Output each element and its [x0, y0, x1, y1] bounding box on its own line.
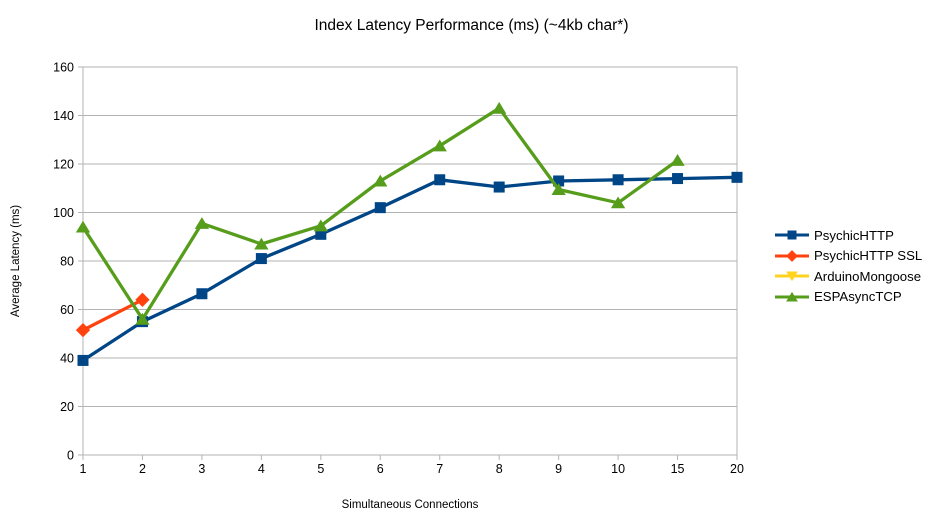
data-point-marker: [553, 175, 565, 187]
data-point-marker: [313, 219, 328, 232]
y-tick-label: 80: [60, 254, 74, 268]
data-point-marker: [551, 183, 566, 195]
x-tick-label: 3: [198, 462, 205, 476]
y-tick-label: 60: [60, 303, 74, 317]
legend-marker-shape: [786, 271, 798, 282]
legend-marker-triangle-up-icon: [775, 291, 809, 302]
x-tick-label: 5: [317, 462, 324, 476]
chart-title: Index Latency Performance (ms) (~4kb cha…: [314, 17, 629, 34]
data-point-marker: [731, 171, 743, 183]
data-point-marker: [493, 181, 505, 193]
plot-border: [82, 66, 738, 456]
y-tick-label: 0: [67, 448, 74, 462]
data-point-marker: [254, 237, 269, 250]
legend-marker-shape: [786, 249, 798, 262]
x-tick-label: 8: [496, 462, 503, 476]
x-tick-label: 20: [730, 462, 744, 476]
data-point-marker: [434, 174, 446, 186]
y-tick-label: 160: [53, 60, 74, 74]
data-point-marker: [77, 354, 89, 366]
x-tick-label: 15: [671, 462, 685, 476]
y-tick-label: 120: [53, 157, 74, 171]
legend-label: PsychicHTTP SSL: [814, 248, 923, 264]
x-tick-label: 2: [139, 462, 146, 476]
legend-marker-shape: [786, 291, 798, 302]
legend-marker-shape: [787, 230, 797, 240]
data-point-marker: [194, 217, 210, 229]
x-axis-title: Simultaneous Connections: [341, 499, 479, 511]
x-tick-label: 4: [258, 462, 265, 476]
x-tick-label: 10: [611, 462, 625, 476]
series-line-espasynctcp: [81, 106, 679, 321]
x-tick-label: 7: [436, 462, 443, 476]
x-tick-label: 9: [555, 462, 562, 476]
data-point-marker: [492, 101, 507, 114]
data-point-marker: [373, 174, 388, 187]
data-point-marker: [196, 288, 208, 300]
legend-marker-diamond-icon: [775, 249, 809, 262]
data-point-marker: [255, 253, 267, 265]
data-point-marker: [135, 292, 150, 307]
legend-item-psychichttp-ssl: PsychicHTTP SSL: [775, 246, 922, 267]
legend-label: ArduinoMongoose: [814, 268, 922, 284]
x-tick-label: 6: [377, 462, 384, 476]
data-point-marker: [610, 196, 626, 209]
legend-item-espasynctcp: ESPAsyncTCP: [775, 287, 922, 308]
data-point-marker: [315, 228, 327, 240]
x-tick-label: 1: [80, 462, 87, 476]
y-tick-label: 100: [53, 206, 74, 220]
data-point-marker: [612, 174, 624, 186]
data-point-marker: [672, 173, 684, 185]
legend: PsychicHTTP PsychicHTTP SSL ArduinoMongo…: [775, 225, 922, 307]
data-point-marker: [75, 322, 91, 338]
data-point-marker: [432, 139, 447, 152]
y-tick-label: 20: [60, 400, 74, 414]
y-tick-label: 40: [60, 351, 74, 365]
series-line-psychichttp: [82, 175, 738, 362]
legend-label: PsychicHTTP: [814, 227, 894, 243]
y-tick-label: 140: [53, 109, 74, 123]
data-point-marker: [374, 202, 386, 214]
legend-item-psychichttp: PsychicHTTP: [775, 225, 922, 246]
data-point-marker: [135, 312, 150, 325]
legend-item-arduinomongoose: ArduinoMongoose: [775, 266, 922, 287]
legend-marker-triangle-down-icon: [775, 271, 809, 282]
legend-label: ESPAsyncTCP: [814, 289, 902, 305]
data-point-marker: [670, 154, 685, 166]
data-point-marker: [75, 220, 91, 233]
legend-marker-square-icon: [775, 230, 809, 240]
